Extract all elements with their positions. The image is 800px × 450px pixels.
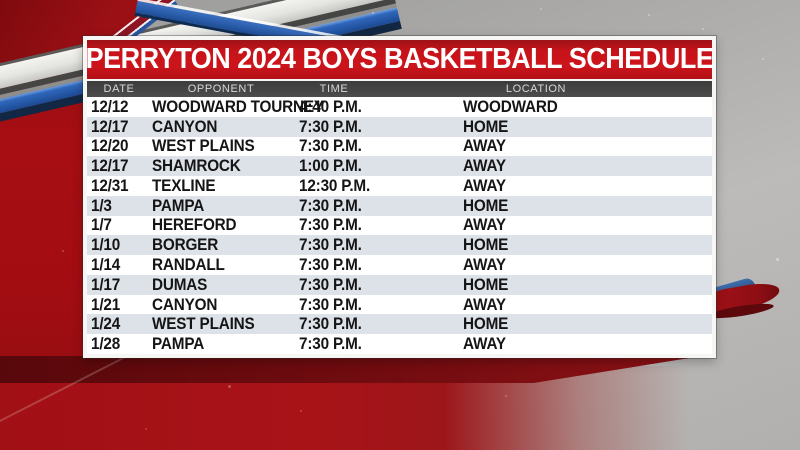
schedule-row: 1/17 DUMAS 7:30 P.M. HOME [87, 275, 712, 295]
schedule-row: 1/21 CANYON 7:30 P.M. AWAY [87, 295, 712, 315]
schedule-row: 12/12 WOODWARD TOURNEY 4:40 P.M. WOODWARD [87, 97, 712, 117]
speck [762, 58, 764, 60]
speck [776, 258, 779, 261]
cell-location: HOME [463, 314, 509, 334]
cell-time: 12:30 P.M. [299, 175, 371, 195]
cell-time: 4:40 P.M. [299, 96, 362, 116]
cell-opponent: PAMPA [152, 334, 205, 354]
cell-location: AWAY [463, 175, 506, 195]
schedule-row: 12/17 SHAMROCK 1:00 P.M. AWAY [87, 156, 712, 177]
speck [648, 14, 650, 16]
cell-location: WOODWARD [463, 96, 558, 116]
cell-time: 7:30 P.M. [299, 116, 362, 136]
cell-location: AWAY [463, 156, 506, 176]
panel-title: PERRYTON 2024 BOYS BASKETBALL SCHEDULE [85, 43, 714, 75]
cell-date: 1/28 [91, 334, 121, 354]
cell-time: 7:30 P.M. [299, 235, 362, 255]
cell-date: 1/3 [91, 195, 112, 215]
cell-location: AWAY [463, 136, 506, 156]
cell-time: 1:00 P.M. [299, 156, 362, 176]
cell-location: HOME [463, 195, 509, 215]
schedule-row: 1/14 RANDALL 7:30 P.M. AWAY [87, 255, 712, 275]
cell-location: HOME [463, 274, 509, 294]
cell-time: 7:30 P.M. [299, 255, 362, 274]
cell-opponent: CANYON [152, 116, 218, 136]
cell-time: 7:30 P.M. [299, 314, 362, 334]
speck [62, 250, 64, 252]
cell-opponent: DUMAS [152, 274, 208, 294]
cell-date: 12/20 [91, 136, 129, 156]
cell-date: 12/31 [91, 175, 129, 195]
cell-opponent: RANDALL [152, 255, 225, 274]
cell-date: 1/24 [91, 314, 121, 334]
speck [702, 28, 704, 30]
cell-opponent: WEST PLAINS [152, 136, 255, 156]
panel-title-bar: PERRYTON 2024 BOYS BASKETBALL SCHEDULE [85, 40, 714, 79]
cell-date: 1/17 [91, 274, 121, 294]
column-header-opponent: OPPONENT [187, 83, 255, 95]
cell-opponent: WEST PLAINS [152, 314, 255, 334]
title-divider [87, 79, 712, 81]
schedule-row: 1/24 WEST PLAINS 7:30 P.M. HOME [87, 314, 712, 335]
cell-location: AWAY [463, 255, 506, 274]
cell-opponent: CANYON [152, 294, 218, 314]
speck [372, 12, 374, 14]
cell-location: AWAY [463, 294, 506, 314]
schedule-row: 12/31 TEXLINE 12:30 P.M. AWAY [87, 176, 712, 196]
schedule-row: 1/10 BORGER 7:30 P.M. HOME [87, 235, 712, 256]
cell-date: 12/12 [91, 96, 129, 116]
schedule-row: 1/7 HEREFORD 7:30 P.M. AWAY [87, 215, 712, 236]
cell-date: 1/10 [91, 235, 121, 255]
column-header-time: TIME [319, 83, 349, 95]
cell-location: AWAY [463, 215, 506, 235]
schedule-rows: 12/12 WOODWARD TOURNEY 4:40 P.M. WOODWARD 12… [87, 97, 712, 354]
speck [505, 395, 507, 397]
schedule-row: 12/20 WEST PLAINS 7:30 P.M. AWAY [87, 136, 712, 157]
speck [228, 385, 231, 388]
cell-date: 1/7 [91, 215, 112, 235]
cell-time: 7:30 P.M. [299, 215, 362, 235]
cell-location: HOME [463, 235, 509, 255]
schedule-row: 12/17 CANYON 7:30 P.M. HOME [87, 117, 712, 137]
cell-time: 7:30 P.M. [299, 274, 362, 294]
schedule-row: 1/3 PAMPA 7:30 P.M. HOME [87, 196, 712, 216]
column-header-row: DATE OPPONENT TIME LOCATION [87, 81, 712, 97]
cell-date: 12/17 [91, 116, 129, 136]
cell-location: AWAY [463, 334, 506, 354]
cell-time: 7:30 P.M. [299, 195, 362, 215]
speck [300, 410, 302, 412]
column-header-location: LOCATION [505, 83, 567, 95]
speck [540, 8, 542, 10]
cell-location: HOME [463, 116, 509, 136]
schedule-panel: PERRYTON 2024 BOYS BASKETBALL SCHEDULE D… [83, 36, 716, 358]
cell-time: 7:30 P.M. [299, 136, 362, 156]
cell-opponent: WOODWARD TOURNEY [152, 96, 324, 116]
schedule-row: 1/28 PAMPA 7:30 P.M. AWAY [87, 334, 712, 354]
column-header-date: DATE [103, 83, 135, 95]
cell-date: 1/14 [91, 255, 121, 274]
cell-opponent: BORGER [152, 235, 219, 255]
cell-opponent: HEREFORD [152, 215, 237, 235]
cell-time: 7:30 P.M. [299, 294, 362, 314]
cell-opponent: PAMPA [152, 195, 205, 215]
cell-opponent: TEXLINE [152, 175, 216, 195]
cell-date: 1/21 [91, 294, 121, 314]
cell-date: 12/17 [91, 156, 129, 176]
cell-time: 7:30 P.M. [299, 334, 362, 354]
speck [145, 428, 147, 430]
cell-opponent: SHAMROCK [152, 156, 241, 176]
